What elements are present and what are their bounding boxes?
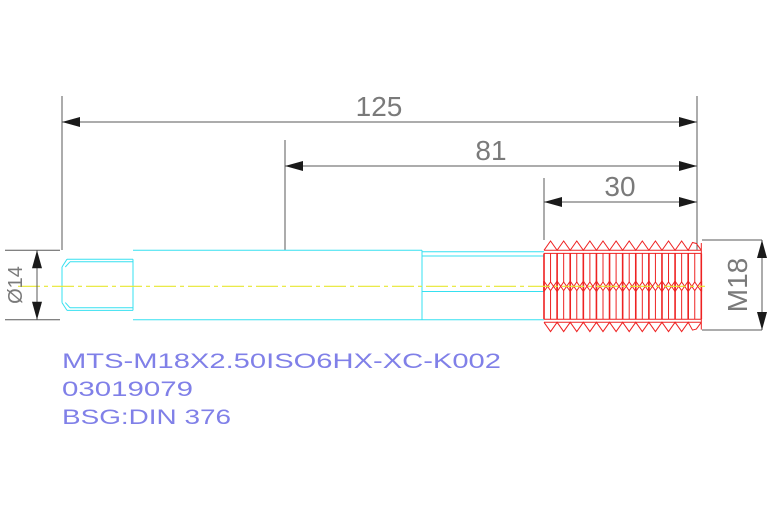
svg-text:Ø14: Ø14 [5, 266, 27, 304]
svg-text:81: 81 [475, 135, 506, 166]
svg-text:BSG:DIN 376: BSG:DIN 376 [62, 406, 231, 429]
svg-text:30: 30 [604, 171, 635, 202]
svg-text:03019079: 03019079 [62, 378, 193, 401]
svg-text:MTS-M18X2.50ISO6HX-XC-K002: MTS-M18X2.50ISO6HX-XC-K002 [62, 350, 501, 373]
svg-text:M18: M18 [722, 258, 753, 312]
svg-text:125: 125 [356, 91, 403, 122]
